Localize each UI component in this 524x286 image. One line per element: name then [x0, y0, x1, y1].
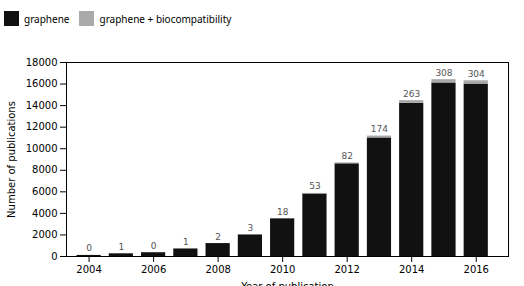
svg-text:263: 263	[403, 89, 420, 99]
svg-text:4000: 4000	[32, 208, 57, 219]
svg-text:2016: 2016	[464, 264, 489, 275]
svg-text:53: 53	[309, 181, 320, 191]
svg-text:1: 1	[118, 242, 124, 252]
svg-text:2012: 2012	[334, 264, 359, 275]
svg-text:14000: 14000	[26, 100, 58, 111]
svg-text:8000: 8000	[32, 164, 57, 175]
svg-text:0: 0	[151, 241, 157, 251]
svg-text:12000: 12000	[26, 121, 58, 132]
svg-text:2000: 2000	[32, 229, 57, 240]
svg-text:3: 3	[248, 223, 254, 233]
svg-text:0: 0	[86, 243, 92, 253]
svg-text:174: 174	[371, 124, 388, 134]
svg-text:1: 1	[183, 237, 189, 247]
svg-text:2014: 2014	[399, 264, 424, 275]
svg-text:2008: 2008	[205, 264, 230, 275]
svg-text:18: 18	[277, 207, 289, 217]
svg-text:18000: 18000	[26, 57, 58, 68]
svg-text:2006: 2006	[141, 264, 166, 275]
html-text:graphene: graphene	[24, 11, 70, 26]
svg-text:2004: 2004	[76, 264, 101, 275]
svg-text:2010: 2010	[270, 264, 295, 275]
svg-text:0: 0	[51, 251, 57, 262]
svg-text:6000: 6000	[32, 186, 57, 197]
svg-text:10000: 10000	[26, 143, 58, 154]
svg-text:Number of publications: Number of publications	[6, 101, 17, 218]
svg-text:Year of publication: Year of publication	[240, 281, 334, 286]
svg-text:2: 2	[215, 232, 221, 242]
html-text:graphene + biocompatibility: graphene + biocompatibility	[99, 11, 232, 26]
svg-text:16000: 16000	[26, 78, 58, 89]
svg-text:308: 308	[435, 68, 452, 78]
svg-text:304: 304	[468, 69, 485, 79]
svg-text:82: 82	[341, 151, 352, 161]
